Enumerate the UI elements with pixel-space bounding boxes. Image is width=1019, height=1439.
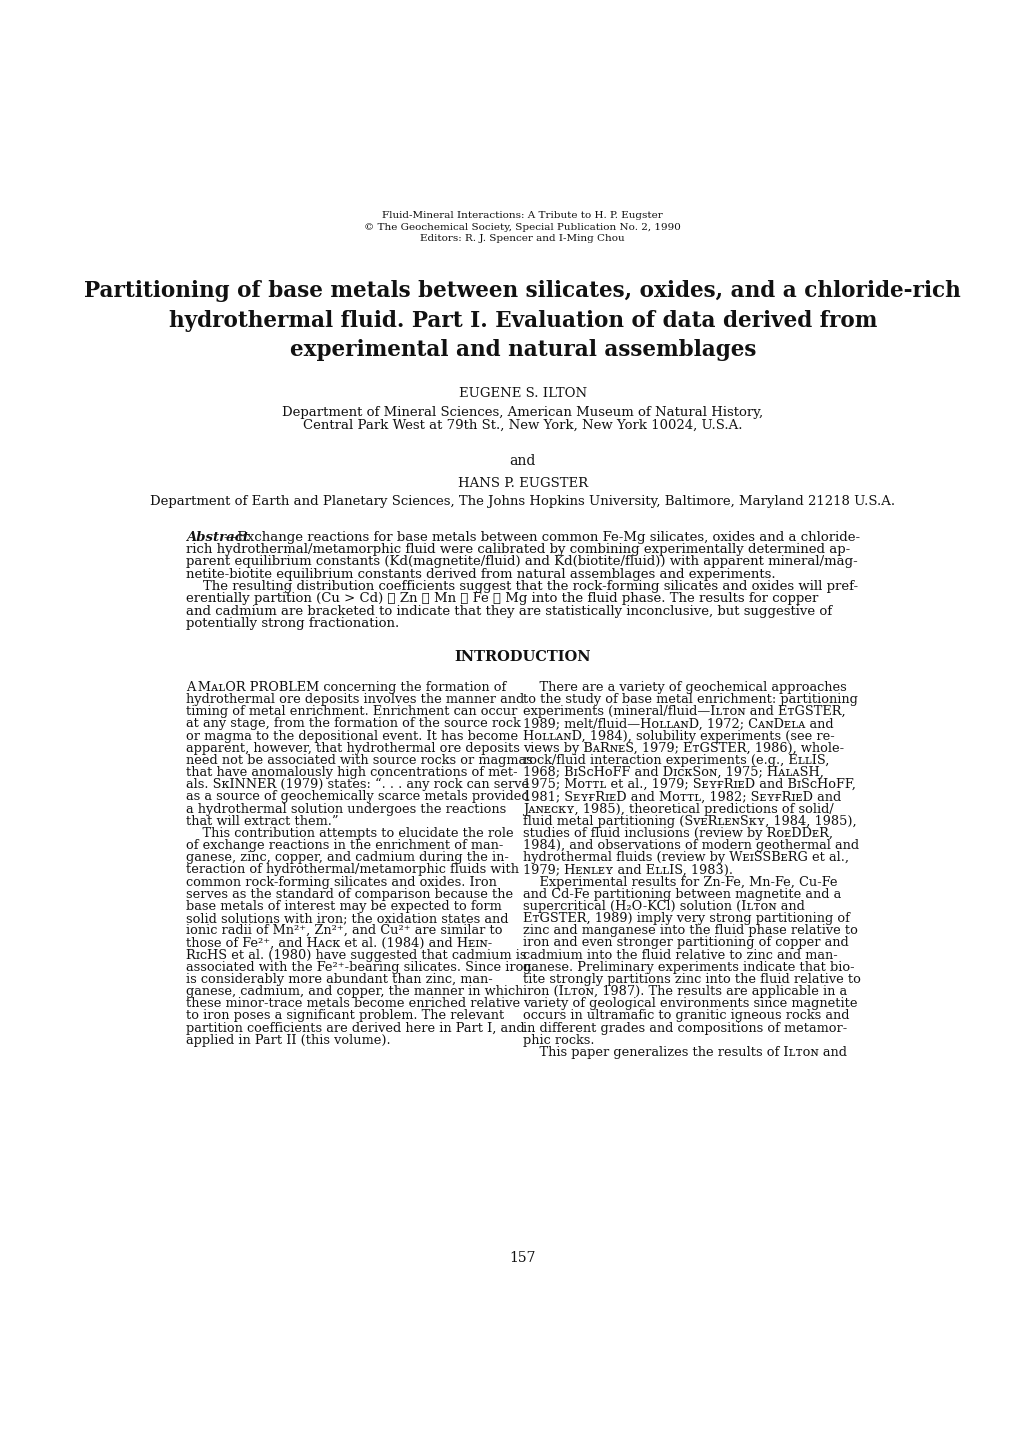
Text: or magma to the depositional event. It has become: or magma to the depositional event. It h…	[185, 730, 518, 743]
Text: 1981; SᴇʏғRɪᴇD and Mᴏᴛᴛʟ, 1982; SᴇʏғRɪᴇD and: 1981; SᴇʏғRɪᴇD and Mᴏᴛᴛʟ, 1982; SᴇʏғRɪᴇD…	[522, 790, 841, 803]
Text: partition coefficients are derived here in Part I, and: partition coefficients are derived here …	[185, 1022, 524, 1035]
Text: parent equilibrium constants (Kd(magnetite/fluid) and Kd(biotite/fluid)) with ap: parent equilibrium constants (Kd(magneti…	[185, 555, 857, 568]
Text: serves as the standard of comparison because the: serves as the standard of comparison bec…	[185, 888, 513, 901]
Text: 1968; BɪSᴄHᴏFF and DɪᴄᴋSᴏɴ, 1975; HᴀʟᴀSH,: 1968; BɪSᴄHᴏFF and DɪᴄᴋSᴏɴ, 1975; HᴀʟᴀSH…	[522, 766, 822, 778]
Text: This paper generalizes the results of Iʟᴛᴏɴ and: This paper generalizes the results of Iʟ…	[522, 1046, 846, 1059]
Text: hydrothermal ore deposits involves the manner and: hydrothermal ore deposits involves the m…	[185, 694, 524, 707]
Text: Fluid-Mineral Interactions: A Tribute to H. P. Eugster: Fluid-Mineral Interactions: A Tribute to…	[382, 212, 662, 220]
Text: views by BᴀRɴᴇS, 1979; EᴛGSTER, 1986), whole-: views by BᴀRɴᴇS, 1979; EᴛGSTER, 1986), w…	[522, 741, 843, 754]
Text: phic rocks.: phic rocks.	[522, 1033, 594, 1046]
Text: rock/fluid interaction experiments (e.g., EʟʟIS,: rock/fluid interaction experiments (e.g.…	[522, 754, 828, 767]
Text: those of Fe²⁺, and Hᴀᴄᴋ et al. (1984) and Hᴇɪɴ-: those of Fe²⁺, and Hᴀᴄᴋ et al. (1984) an…	[185, 937, 491, 950]
Text: studies of fluid inclusions (review by RᴏᴇDDᴇR,: studies of fluid inclusions (review by R…	[522, 827, 832, 840]
Text: timing of metal enrichment. Enrichment can occur: timing of metal enrichment. Enrichment c…	[185, 705, 517, 718]
Text: in different grades and compositions of metamor-: in different grades and compositions of …	[522, 1022, 846, 1035]
Text: base metals of interest may be expected to form: base metals of interest may be expected …	[185, 899, 501, 912]
Text: HᴏʟʟᴀɴD, 1984), solubility experiments (see re-: HᴏʟʟᴀɴD, 1984), solubility experiments (…	[522, 730, 834, 743]
Text: Jᴀɴᴇᴄᴋʏ, 1985), theoretical predictions of solid/: Jᴀɴᴇᴄᴋʏ, 1985), theoretical predictions …	[522, 803, 833, 816]
Text: ganese, cadmium, and copper, the manner in which: ganese, cadmium, and copper, the manner …	[185, 986, 523, 999]
Text: to the study of base metal enrichment: partitioning: to the study of base metal enrichment: p…	[522, 694, 857, 707]
Text: and: and	[510, 453, 535, 468]
Text: Experimental results for Zn-Fe, Mn-Fe, Cu-Fe: Experimental results for Zn-Fe, Mn-Fe, C…	[522, 875, 837, 888]
Text: EᴛGSTER, 1989) imply very strong partitioning of: EᴛGSTER, 1989) imply very strong partiti…	[522, 912, 849, 925]
Text: solid solutions with iron; the oxidation states and: solid solutions with iron; the oxidation…	[185, 912, 507, 925]
Text: This contribution attempts to elucidate the role: This contribution attempts to elucidate …	[185, 827, 513, 840]
Text: rich hydrothermal/metamorphic fluid were calibrated by combining experimentally : rich hydrothermal/metamorphic fluid were…	[185, 543, 849, 555]
Text: 1975; Mᴏᴛᴛʟ et al., 1979; SᴇʏғRɪᴇD and BɪSᴄHᴏFF,: 1975; Mᴏᴛᴛʟ et al., 1979; SᴇʏғRɪᴇD and B…	[522, 778, 855, 791]
Text: The resulting distribution coefficients suggest that the rock-forming silicates : The resulting distribution coefficients …	[185, 580, 857, 593]
Text: to iron poses a significant problem. The relevant: to iron poses a significant problem. The…	[185, 1009, 503, 1022]
Text: Department of Earth and Planetary Sciences, The Johns Hopkins University, Baltim: Department of Earth and Planetary Scienc…	[150, 495, 895, 508]
Text: Partitioning of base metals between silicates, oxides, and a chloride-rich: Partitioning of base metals between sili…	[85, 281, 960, 302]
Text: EUGENE S. ILTON: EUGENE S. ILTON	[459, 387, 586, 400]
Text: A MᴀʟOR PROBLEM concerning the formation of: A MᴀʟOR PROBLEM concerning the formation…	[185, 681, 505, 694]
Text: 1989; melt/fluid—HᴏʟʟᴀɴD, 1972; CᴀɴDᴇʟᴀ and: 1989; melt/fluid—HᴏʟʟᴀɴD, 1972; CᴀɴDᴇʟᴀ …	[522, 718, 833, 731]
Text: experimental and natural assemblages: experimental and natural assemblages	[289, 340, 755, 361]
Text: apparent, however, that hydrothermal ore deposits: apparent, however, that hydrothermal ore…	[185, 741, 519, 754]
Text: tite strongly partitions zinc into the fluid relative to: tite strongly partitions zinc into the f…	[522, 973, 860, 986]
Text: zinc and manganese into the fluid phase relative to: zinc and manganese into the fluid phase …	[522, 924, 857, 937]
Text: associated with the Fe²⁺-bearing silicates. Since iron: associated with the Fe²⁺-bearing silicat…	[185, 961, 531, 974]
Text: and cadmium are bracketed to indicate that they are statistically inconclusive, : and cadmium are bracketed to indicate th…	[185, 604, 830, 617]
Text: as a source of geochemically scarce metals provided: as a source of geochemically scarce meta…	[185, 790, 529, 803]
Text: variety of geological environments since magnetite: variety of geological environments since…	[522, 997, 856, 1010]
Text: ganese. Preliminary experiments indicate that bio-: ganese. Preliminary experiments indicate…	[522, 961, 854, 974]
Text: 157: 157	[510, 1250, 535, 1265]
Text: potentially strong fractionation.: potentially strong fractionation.	[185, 617, 398, 630]
Text: ganese, zinc, copper, and cadmium during the in-: ganese, zinc, copper, and cadmium during…	[185, 852, 508, 865]
Text: experiments (mineral/fluid—Iʟᴛᴏɴ and EᴛGSTER,: experiments (mineral/fluid—Iʟᴛᴏɴ and EᴛG…	[522, 705, 845, 718]
Text: these minor-trace metals become enriched relative: these minor-trace metals become enriched…	[185, 997, 520, 1010]
Text: common rock-forming silicates and oxides. Iron: common rock-forming silicates and oxides…	[185, 875, 496, 888]
Text: applied in Part II (this volume).: applied in Part II (this volume).	[185, 1033, 390, 1046]
Text: and Cd-Fe partitioning between magnetite and a: and Cd-Fe partitioning between magnetite…	[522, 888, 841, 901]
Text: fluid metal partitioning (SᴠᴇRʟᴇɴSᴋʏ, 1984, 1985),: fluid metal partitioning (SᴠᴇRʟᴇɴSᴋʏ, 19…	[522, 814, 856, 827]
Text: —Exchange reactions for base metals between common Fe-Mg silicates, oxides and a: —Exchange reactions for base metals betw…	[224, 531, 860, 544]
Text: need not be associated with source rocks or magmas: need not be associated with source rocks…	[185, 754, 532, 767]
Text: iron (Iʟᴛᴏɴ, 1987). The results are applicable in a: iron (Iʟᴛᴏɴ, 1987). The results are appl…	[522, 986, 846, 999]
Text: Department of Mineral Sciences, American Museum of Natural History,: Department of Mineral Sciences, American…	[282, 406, 762, 419]
Text: HANS P. EUGSTER: HANS P. EUGSTER	[458, 476, 587, 489]
Text: Abstract: Abstract	[185, 531, 249, 544]
Text: hydrothermal fluid. Part I. Evaluation of data derived from: hydrothermal fluid. Part I. Evaluation o…	[168, 309, 876, 332]
Text: iron and even stronger partitioning of copper and: iron and even stronger partitioning of c…	[522, 937, 848, 950]
Text: cadmium into the fluid relative to zinc and man-: cadmium into the fluid relative to zinc …	[522, 948, 837, 961]
Text: 1984), and observations of modern geothermal and: 1984), and observations of modern geothe…	[522, 839, 858, 852]
Text: © The Geochemical Society, Special Publication No. 2, 1990: © The Geochemical Society, Special Publi…	[364, 223, 681, 232]
Text: RɪᴄHS et al. (1980) have suggested that cadmium is: RɪᴄHS et al. (1980) have suggested that …	[185, 948, 526, 961]
Text: Central Park West at 79th St., New York, New York 10024, U.S.A.: Central Park West at 79th St., New York,…	[303, 419, 742, 432]
Text: occurs in ultramafic to granitic igneous rocks and: occurs in ultramafic to granitic igneous…	[522, 1009, 849, 1022]
Text: ionic radii of Mn²⁺, Zn²⁺, and Cu²⁺ are similar to: ionic radii of Mn²⁺, Zn²⁺, and Cu²⁺ are …	[185, 924, 501, 937]
Text: of exchange reactions in the enrichment of man-: of exchange reactions in the enrichment …	[185, 839, 502, 852]
Text: INTRODUCTION: INTRODUCTION	[454, 650, 590, 663]
Text: netite-biotite equilibrium constants derived from natural assemblages and experi: netite-biotite equilibrium constants der…	[185, 568, 774, 581]
Text: supercritical (H₂O-KCl) solution (Iʟᴛᴏɴ and: supercritical (H₂O-KCl) solution (Iʟᴛᴏɴ …	[522, 899, 804, 912]
Text: is considerably more abundant than zinc, man-: is considerably more abundant than zinc,…	[185, 973, 492, 986]
Text: that have anomalously high concentrations of met-: that have anomalously high concentration…	[185, 766, 517, 778]
Text: erentially partition (Cu > Cd) ≫ Zn ≫ Mn ≫ Fe ≫ Mg into the fluid phase. The res: erentially partition (Cu > Cd) ≫ Zn ≫ Mn…	[185, 593, 817, 606]
Text: Editors: R. J. Spencer and I-Ming Chou: Editors: R. J. Spencer and I-Ming Chou	[420, 235, 625, 243]
Text: hydrothermal fluids (review by WᴇɪSSBᴇRG et al.,: hydrothermal fluids (review by WᴇɪSSBᴇRG…	[522, 852, 848, 865]
Text: 1979; Hᴇɴʟᴇʏ and EʟʟIS, 1983).: 1979; Hᴇɴʟᴇʏ and EʟʟIS, 1983).	[522, 863, 732, 876]
Text: a hydrothermal solution undergoes the reactions: a hydrothermal solution undergoes the re…	[185, 803, 505, 816]
Text: that will extract them.”: that will extract them.”	[185, 814, 337, 827]
Text: als. SᴋINNER (1979) states: “. . . any rock can serve: als. SᴋINNER (1979) states: “. . . any r…	[185, 778, 528, 791]
Text: at any stage, from the formation of the source rock: at any stage, from the formation of the …	[185, 718, 520, 731]
Text: There are a variety of geochemical approaches: There are a variety of geochemical appro…	[522, 681, 846, 694]
Text: teraction of hydrothermal/metamorphic fluids with: teraction of hydrothermal/metamorphic fl…	[185, 863, 518, 876]
